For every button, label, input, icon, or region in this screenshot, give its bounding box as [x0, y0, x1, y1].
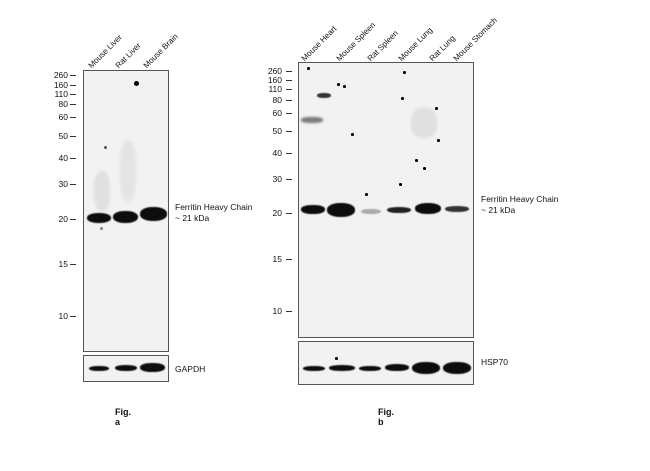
- fig-b-mw-marker: 50: [272, 126, 282, 136]
- fig-a-mw-marker: 40: [58, 153, 68, 163]
- band: [115, 365, 137, 371]
- band: [385, 364, 409, 371]
- band: [140, 207, 167, 221]
- band: [415, 203, 441, 214]
- fig-b-mw-marker: 30: [272, 174, 282, 184]
- fig-b-lane-label: Rat Spleen: [365, 28, 400, 63]
- fig-a-mw-marker: 10: [58, 311, 68, 321]
- band: [329, 365, 355, 371]
- band: [140, 363, 165, 372]
- band: [361, 209, 381, 214]
- fig-b-blot-image: [298, 62, 474, 338]
- band: [445, 206, 469, 212]
- fig-a-mw-marker: 80: [58, 99, 68, 109]
- band: [317, 93, 331, 98]
- fig-a-mw-marker: 60: [58, 112, 68, 122]
- fig-b-mw-marker: 160: [267, 75, 282, 85]
- band: [443, 362, 471, 374]
- fig-a-loading-control-label: GAPDH: [175, 364, 206, 374]
- fig-a-caption: Fig. a: [115, 407, 131, 427]
- fig-b-mw-marker: 40: [272, 148, 282, 158]
- fig-b-mw-marker: 10: [272, 306, 282, 316]
- fig-a-lane-label: Rat Liver: [113, 40, 143, 70]
- fig-a-loading-control-blot: [83, 355, 169, 382]
- fig-b-loading-control-blot: [298, 341, 474, 385]
- band: [303, 366, 325, 371]
- fig-b-mw-marker: 260: [267, 66, 282, 76]
- band: [327, 203, 355, 217]
- band: [412, 362, 440, 374]
- fig-b-lane-label: Rat Lung: [427, 33, 457, 63]
- band: [301, 205, 325, 214]
- fig-b-mw-marker: 110: [268, 84, 282, 94]
- band: [113, 211, 138, 223]
- fig-b-mw-marker: 80: [272, 95, 282, 105]
- fig-b-mw-marker: 15: [272, 254, 282, 264]
- fig-a-lane-label: Mouse Brain: [141, 31, 180, 71]
- fig-b-target-label: Ferritin Heavy Chain ~ 21 kDa: [481, 194, 559, 215]
- fig-b-loading-control-label: HSP70: [481, 357, 508, 367]
- fig-a-mw-marker: 110: [54, 89, 68, 99]
- fig-a-mw-marker: 15: [58, 259, 68, 269]
- fig-b-mw-marker: 20: [272, 208, 282, 218]
- fig-b-lane-label: Mouse Heart: [299, 24, 339, 63]
- fig-a-mw-marker: 160: [53, 80, 68, 90]
- fig-b-mw-marker: 60: [272, 108, 282, 118]
- fig-a-mw-marker: 50: [58, 131, 68, 141]
- band: [87, 213, 111, 223]
- fig-a-mw-marker: 20: [58, 214, 68, 224]
- fig-b-caption: Fig. b: [378, 407, 394, 427]
- band: [387, 207, 411, 213]
- fig-a-target-label: Ferritin Heavy Chain ~ 21 kDa: [175, 202, 253, 223]
- fig-b-lane-label: Mouse Stomach: [451, 15, 499, 63]
- fig-a-mw-marker: 30: [58, 179, 68, 189]
- fig-a-mw-marker: 260: [53, 70, 68, 80]
- band: [89, 366, 109, 371]
- fig-a-blot-image: [83, 70, 169, 352]
- band: [359, 366, 381, 371]
